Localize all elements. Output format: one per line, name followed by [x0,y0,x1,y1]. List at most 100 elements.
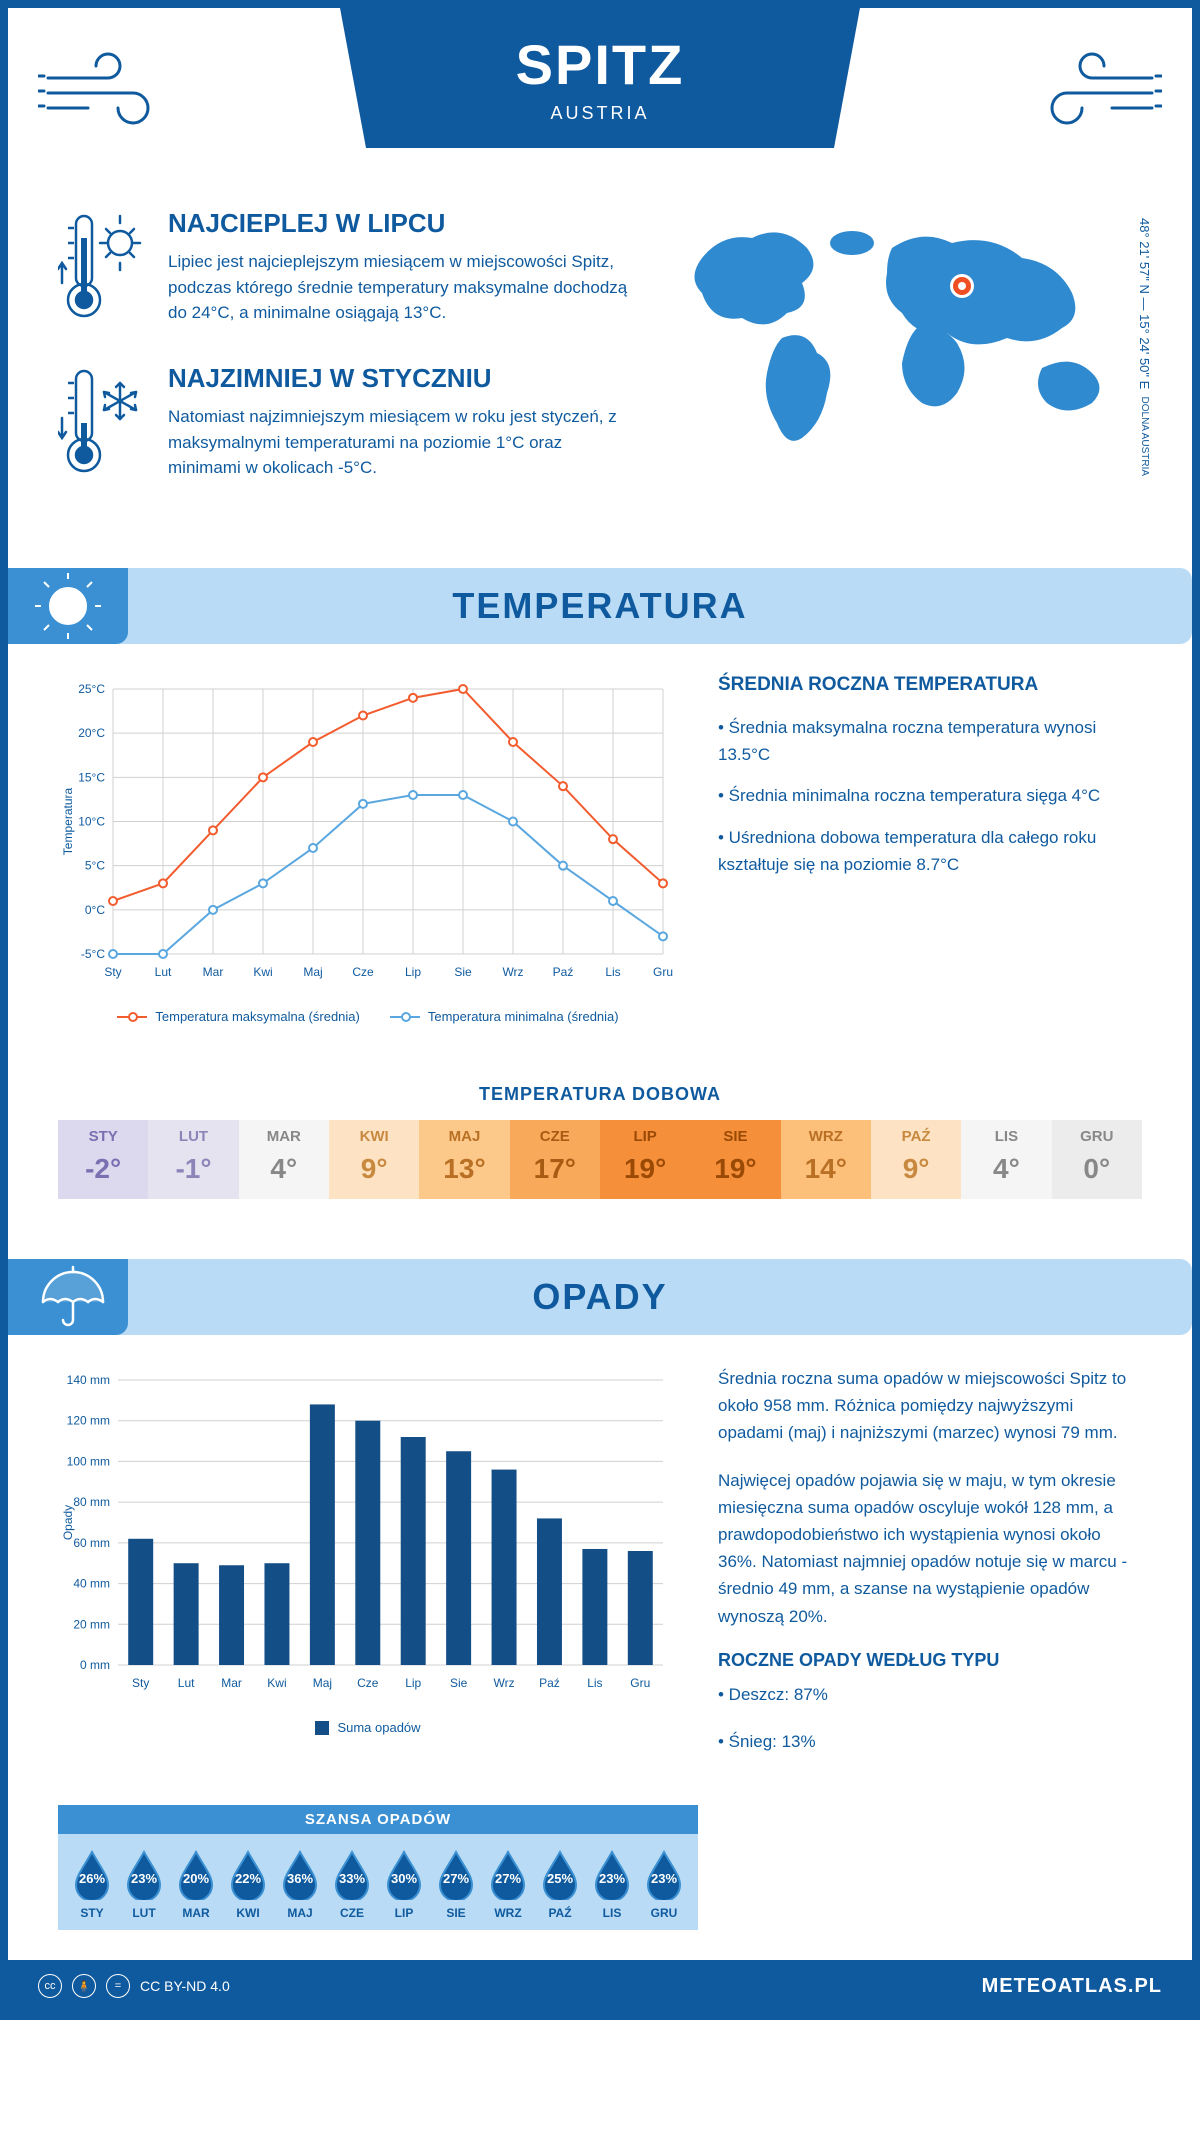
temperature-legend: Temperatura maksymalna (średnia) Tempera… [58,1009,678,1024]
svg-text:Cze: Cze [357,1676,379,1690]
rain-type-bullet: • Śnieg: 13% [718,1728,1142,1755]
svg-text:Opady: Opady [61,1505,75,1540]
svg-text:Maj: Maj [313,1676,332,1690]
svg-text:Kwi: Kwi [253,965,272,979]
raindrop-icon: 22% [227,1848,269,1900]
hottest-text: Lipiec jest najcieplejszym miesiącem w m… [168,249,632,326]
precipitation-chart: 0 mm 20 mm 40 mm 60 mm 80 mm 100 mm 120 mm 140 … [58,1365,678,1775]
license-block: cc 🧍 = CC BY-ND 4.0 [38,1974,230,1998]
daily-cell: WRZ14° [781,1120,871,1199]
city-name: SPITZ [516,32,685,97]
raindrop-icon: 20% [175,1848,217,1900]
map-column: 48° 21' 57" N — 15° 24' 50" E DOLNA AUST… [662,208,1142,518]
daily-temp-title: TEMPERATURA DOBOWA [8,1084,1192,1105]
svg-text:140 mm: 140 mm [67,1373,110,1387]
temp-bullet: • Uśredniona dobowa temperatura dla całe… [718,824,1142,878]
wind-icon [38,38,188,138]
chance-cell: 22% KWI [222,1848,274,1920]
svg-text:Kwi: Kwi [267,1676,286,1690]
chance-cell: 25% PAŹ [534,1848,586,1920]
raindrop-icon: 26% [71,1848,113,1900]
daily-cell: KWI9° [329,1120,419,1199]
chance-cell: 20% MAR [170,1848,222,1920]
umbrella-icon [8,1259,128,1335]
svg-text:0 mm: 0 mm [80,1658,110,1672]
thermometer-cold-icon [58,363,148,488]
daily-temp-grid: STY-2° LUT-1° MAR4° KWI9° MAJ13° CZE17° … [8,1120,1192,1239]
svg-text:Gru: Gru [630,1676,650,1690]
temperature-body: -5°C0°C5°C10°C15°C20°C25°CStyLutMarKwiMa… [8,674,1192,1054]
temp-bullet: • Średnia maksymalna roczna temperatura … [718,714,1142,768]
temperature-section-header: TEMPERATURA [8,568,1192,644]
country-name: AUSTRIA [550,103,649,124]
chance-cell: 36% MAJ [274,1848,326,1920]
precipitation-title: OPADY [128,1276,1192,1318]
svg-text:120 mm: 120 mm [67,1414,110,1428]
svg-text:Wrz: Wrz [502,965,523,979]
raindrop-icon: 23% [591,1848,633,1900]
chance-cell: 26% STY [66,1848,118,1920]
nd-icon: = [106,1974,130,1998]
svg-text:Mar: Mar [203,965,224,979]
svg-text:Gru: Gru [653,965,673,979]
thermometer-hot-icon [58,208,148,333]
precipitation-section-header: OPADY [8,1259,1192,1335]
rain-type-title: ROCZNE OPADY WEDŁUG TYPU [718,1650,1142,1671]
daily-cell: GRU0° [1052,1120,1142,1199]
svg-text:80 mm: 80 mm [73,1495,110,1509]
svg-text:Cze: Cze [352,965,374,979]
chance-cell: 27% WRZ [482,1848,534,1920]
svg-text:100 mm: 100 mm [67,1454,110,1468]
temp-info-title: ŚREDNIA ROCZNA TEMPERATURA [718,674,1142,696]
chance-cell: 33% CZE [326,1848,378,1920]
coldest-block: NAJZIMNIEJ W STYCZNIU Natomiast najzimni… [58,363,632,488]
chance-cell: 27% SIE [430,1848,482,1920]
hottest-block: NAJCIEPLEJ W LIPCU Lipiec jest najcieple… [58,208,632,333]
intro-text-column: NAJCIEPLEJ W LIPCU Lipiec jest najcieple… [58,208,632,518]
svg-text:Sie: Sie [450,1676,468,1690]
svg-text:Mar: Mar [221,1676,242,1690]
temperature-chart: -5°C0°C5°C10°C15°C20°C25°CStyLutMarKwiMa… [58,674,678,1024]
by-icon: 🧍 [72,1974,96,1998]
svg-text:Lip: Lip [405,1676,421,1690]
coldest-title: NAJZIMNIEJ W STYCZNIU [168,363,632,394]
location-marker-icon [950,274,974,298]
chance-cell: 23% GRU [638,1848,690,1920]
chance-cell: 30% LIP [378,1848,430,1920]
intro-section: NAJCIEPLEJ W LIPCU Lipiec jest najcieple… [8,188,1192,548]
cc-icon: cc [38,1974,62,1998]
daily-cell: LIP19° [600,1120,690,1199]
precipitation-bottom: SZANSA OPADÓW 26% STY 23% LUT 20% MAR 22… [8,1805,1192,1960]
svg-text:10°C: 10°C [78,815,105,829]
svg-text:Temperatura: Temperatura [61,787,75,855]
svg-text:20°C: 20°C [78,726,105,740]
rain-para2: Najwięcej opadów pojawia się w maju, w t… [718,1467,1142,1630]
precipitation-body: 0 mm 20 mm 40 mm 60 mm 80 mm 100 mm 120 mm 140 … [8,1365,1192,1805]
svg-text:Paź: Paź [553,965,574,979]
svg-text:Sty: Sty [104,965,121,979]
daily-cell: STY-2° [58,1120,148,1199]
sun-icon [8,568,128,644]
page-frame: SPITZ AUSTRIA [0,0,1200,2020]
raindrop-icon: 23% [123,1848,165,1900]
chance-cell: 23% LUT [118,1848,170,1920]
coldest-text: Natomiast najzimniejszym miesiącem w rok… [168,404,632,481]
daily-cell: MAR4° [239,1120,329,1199]
raindrop-icon: 33% [331,1848,373,1900]
svg-text:-5°C: -5°C [81,947,105,961]
rain-type-bullet: • Deszcz: 87% [718,1681,1142,1708]
svg-text:Wrz: Wrz [493,1676,514,1690]
svg-text:40 mm: 40 mm [73,1577,110,1591]
raindrop-icon: 27% [487,1848,529,1900]
svg-text:Sie: Sie [454,965,472,979]
svg-text:20 mm: 20 mm [73,1617,110,1631]
svg-text:25°C: 25°C [78,682,105,696]
precipitation-legend: Suma opadów [58,1720,678,1735]
svg-text:Lut: Lut [178,1676,195,1690]
svg-text:Lip: Lip [405,965,421,979]
svg-text:60 mm: 60 mm [73,1536,110,1550]
daily-cell: LIS4° [961,1120,1051,1199]
raindrop-icon: 27% [435,1848,477,1900]
footer: cc 🧍 = CC BY-ND 4.0 METEOATLAS.PL [8,1960,1192,2012]
rain-para1: Średnia roczna suma opadów w miejscowośc… [718,1365,1142,1447]
